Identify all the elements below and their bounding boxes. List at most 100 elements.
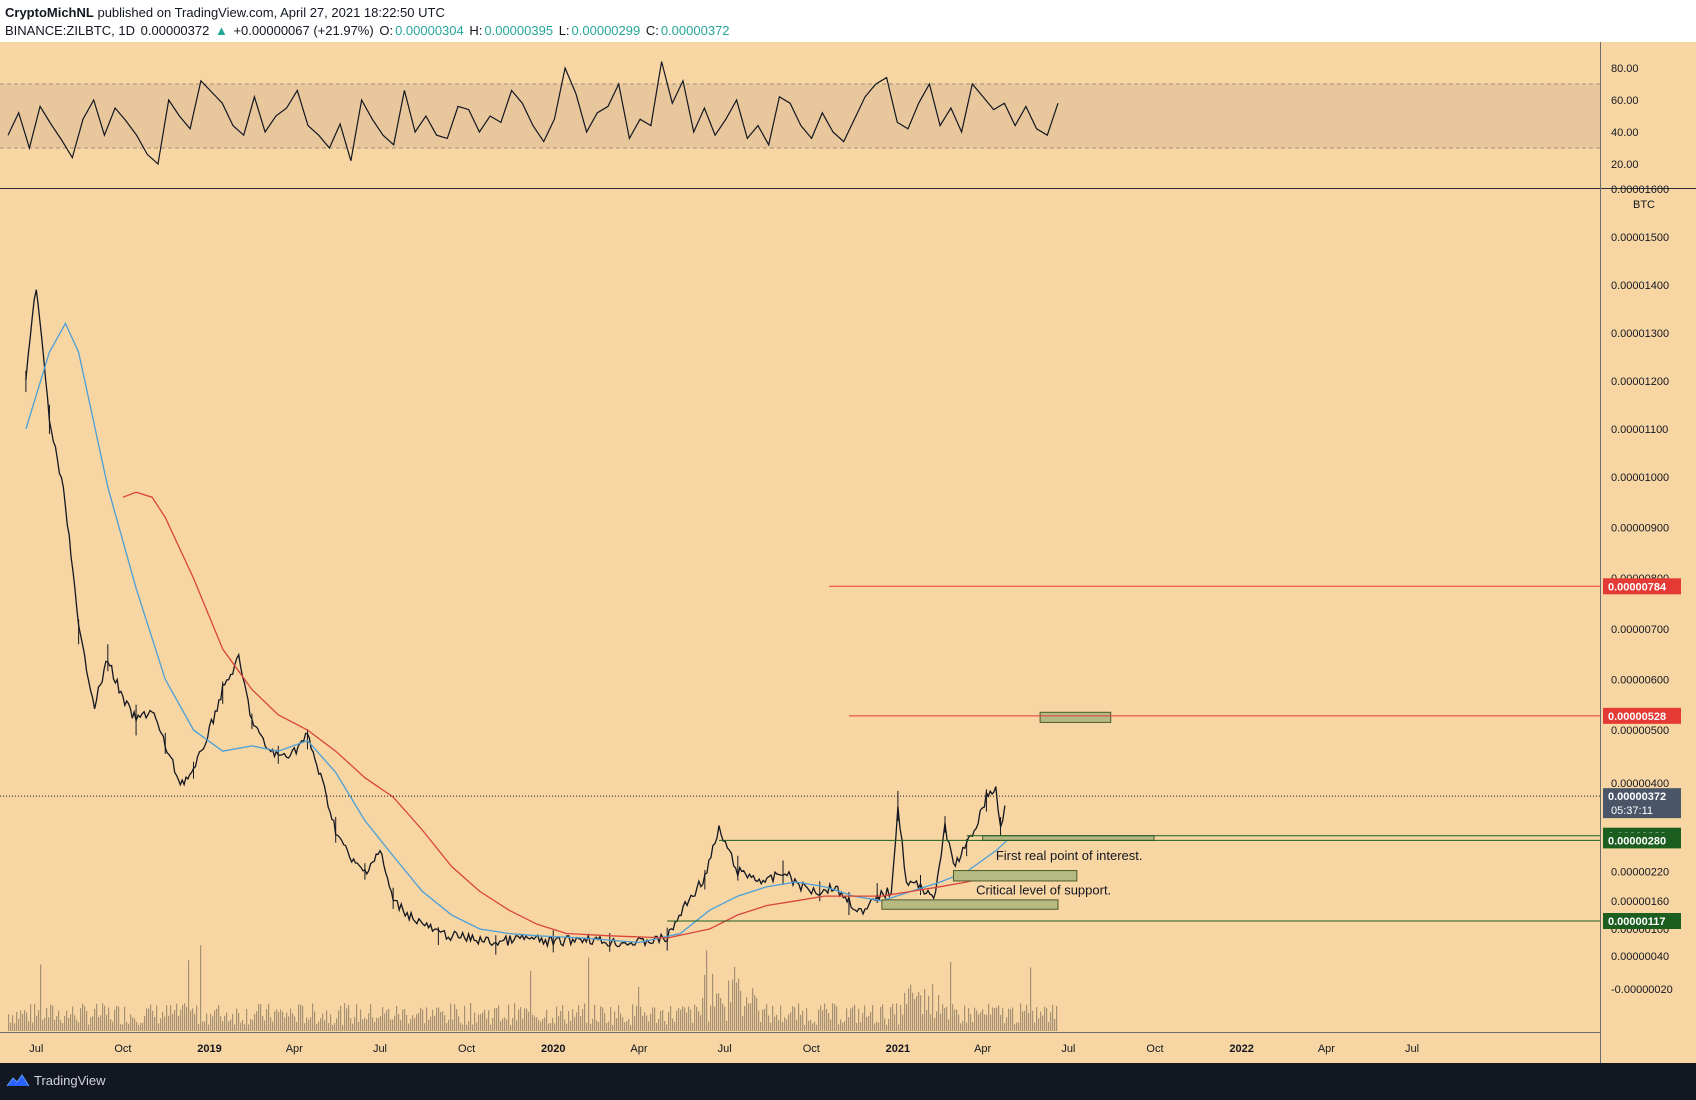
volume-bar xyxy=(1042,1015,1044,1031)
volume-bar xyxy=(30,1004,32,1031)
support-zone[interactable] xyxy=(1039,711,1112,723)
volume-bar xyxy=(98,1017,100,1031)
volume-bar xyxy=(704,974,706,1031)
volume-bar xyxy=(228,1021,230,1031)
rsi-tick-label: 60.00 xyxy=(1611,95,1639,107)
volume-bar xyxy=(462,1024,464,1031)
volume-bar xyxy=(110,1019,112,1031)
volume-bar xyxy=(892,1003,894,1031)
annotation-critical-support[interactable]: Critical level of support. xyxy=(976,882,1111,897)
support-zone[interactable] xyxy=(982,835,1155,841)
volume-bar xyxy=(576,1012,578,1031)
volume-bar xyxy=(918,992,920,1031)
volume-bar xyxy=(654,1007,656,1031)
level-price-tag xyxy=(1603,707,1681,724)
rsi-tick-label: 20.00 xyxy=(1611,159,1639,171)
volume-bar xyxy=(418,1012,420,1031)
volume-bar xyxy=(154,1017,156,1031)
tradingview-brand[interactable]: TradingView xyxy=(34,1073,106,1088)
volume-bar xyxy=(556,1006,558,1031)
volume-bar xyxy=(708,1021,710,1031)
volume-bar xyxy=(974,1007,976,1031)
volume-bar xyxy=(922,1014,924,1031)
volume-bar xyxy=(84,1006,86,1031)
volume-bar xyxy=(996,1007,998,1031)
volume-bar xyxy=(276,1009,278,1031)
volume-bar xyxy=(908,988,910,1031)
volume-bar xyxy=(784,1017,786,1031)
volume-bar xyxy=(1014,1024,1016,1031)
volume-bar xyxy=(860,1021,862,1031)
volume-bar xyxy=(596,1020,598,1031)
time-tick-label: 2022 xyxy=(1229,1043,1253,1055)
volume-bar xyxy=(310,1017,312,1031)
volume-bar xyxy=(636,1005,638,1031)
volume-bar xyxy=(442,1011,444,1031)
volume-bar xyxy=(792,1006,794,1031)
volume-bar xyxy=(22,1014,24,1031)
volume-bar xyxy=(192,1008,194,1031)
volume-bar xyxy=(42,1019,44,1031)
volume-bar xyxy=(772,1005,774,1031)
volume-bar xyxy=(1024,1010,1026,1031)
volume-bar xyxy=(414,1017,416,1031)
volume-bar xyxy=(530,970,532,1031)
volume-bar xyxy=(540,1021,542,1031)
volume-bar xyxy=(740,990,742,1031)
volume-bar xyxy=(190,1010,192,1031)
volume-bar xyxy=(552,1017,554,1031)
volume-bar xyxy=(752,988,754,1031)
rsi-tick-label: 40.00 xyxy=(1611,127,1639,139)
volume-bar xyxy=(200,945,202,1031)
time-tick-label: Jul xyxy=(718,1043,732,1055)
volume-bar xyxy=(810,1019,812,1031)
chart-canvas[interactable]: 80.00 60.00 40.00 20.00 0.00001600 0.00001500… xyxy=(0,42,1696,1063)
volume-bar xyxy=(76,1019,78,1031)
volume-bar xyxy=(318,1021,320,1031)
author-name[interactable]: CryptoMichNL xyxy=(5,5,94,20)
volume-bar xyxy=(600,1006,602,1031)
volume-bar xyxy=(376,1017,378,1031)
volume-bar xyxy=(618,1005,620,1031)
annotation-first-point[interactable]: First real point of interest. xyxy=(996,848,1143,863)
volume-bar xyxy=(470,1003,472,1031)
volume-bar xyxy=(88,1024,90,1031)
volume-bar xyxy=(776,1014,778,1031)
volume-bar xyxy=(100,1015,102,1031)
volume-bar xyxy=(532,1014,534,1031)
symbol-label[interactable]: BINANCE:ZILBTC, 1D xyxy=(5,23,136,38)
volume-bar xyxy=(420,1007,422,1031)
volume-bar xyxy=(972,1022,974,1031)
volume-bar xyxy=(166,1005,168,1031)
volume-bar xyxy=(574,1017,576,1031)
volume-bar xyxy=(706,950,708,1031)
volume-bar xyxy=(486,1018,488,1031)
volume-bar xyxy=(798,1003,800,1031)
price-tick-label: 0.00000900 xyxy=(1611,523,1669,535)
low-value: 0.00000299 xyxy=(571,23,641,38)
support-zone[interactable] xyxy=(952,870,1078,882)
volume-bar xyxy=(40,964,42,1031)
volume-bar xyxy=(208,1024,210,1031)
volume-bar xyxy=(152,1010,154,1031)
volume-bar xyxy=(526,1008,528,1031)
publish-text: published on TradingView.com, April 27, … xyxy=(97,5,445,20)
tradingview-logo-icon[interactable] xyxy=(6,1072,30,1090)
volume-bar xyxy=(464,1005,466,1031)
volume-bar xyxy=(168,1015,170,1031)
volume-bar xyxy=(130,1014,132,1031)
price-tick-label: -0.00000020 xyxy=(1611,984,1673,996)
volume-bar xyxy=(966,1022,968,1031)
volume-bar xyxy=(354,1016,356,1031)
volume-bar xyxy=(664,1020,666,1031)
volume-bar xyxy=(108,1007,110,1031)
level-price-label: 0.00000784 xyxy=(1608,581,1667,593)
volume-bar xyxy=(292,1013,294,1031)
volume-bar xyxy=(948,1019,950,1031)
volume-bar xyxy=(612,1024,614,1031)
volume-bar xyxy=(768,1015,770,1031)
volume-bar xyxy=(1006,1017,1008,1031)
volume-bar xyxy=(260,1004,262,1031)
support-zone[interactable] xyxy=(881,899,1059,910)
volume-bar xyxy=(692,1022,694,1031)
